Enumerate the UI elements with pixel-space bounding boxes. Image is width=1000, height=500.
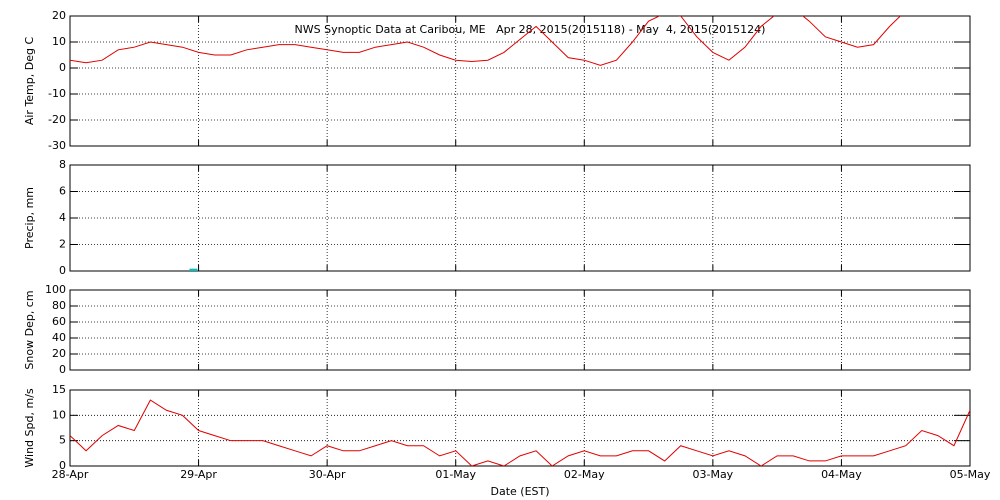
- y-tick-label: 100: [45, 283, 66, 296]
- plot-frame: [69, 15, 971, 147]
- y-tick-label: 6: [59, 185, 66, 198]
- x-tick-label: 29-Apr: [180, 468, 217, 481]
- y-axis-label: Precip, mm: [23, 187, 36, 249]
- data-line: [70, 16, 902, 66]
- plot-frame: [69, 289, 971, 371]
- y-tick-label: 10: [52, 35, 66, 48]
- y-tick-label: 15: [52, 383, 66, 396]
- y-tick-label: 8: [59, 158, 66, 171]
- x-tick-label: 28-Apr: [52, 468, 89, 481]
- y-tick-label: -30: [48, 139, 66, 152]
- x-tick-label: 30-Apr: [309, 468, 346, 481]
- y-tick-label: 2: [59, 238, 66, 251]
- y-axis-label: Snow Dep, cm: [23, 290, 36, 369]
- y-tick-label: 0: [59, 459, 66, 472]
- x-tick-label: 02-May: [564, 468, 605, 481]
- y-tick-label: 40: [52, 331, 66, 344]
- y-tick-label: 0: [59, 61, 66, 74]
- y-tick-label: 0: [59, 363, 66, 376]
- x-tick-label: 05-May: [950, 468, 991, 481]
- y-tick-label: -10: [48, 87, 66, 100]
- y-tick-label: 5: [59, 434, 66, 447]
- y-tick-label: 0: [59, 264, 66, 277]
- x-axis-label: Date (EST): [490, 485, 549, 498]
- y-tick-label: 60: [52, 315, 66, 328]
- y-tick-label: 4: [59, 211, 66, 224]
- plot-frame: [69, 389, 971, 467]
- y-tick-label: 10: [52, 408, 66, 421]
- y-tick-label: 80: [52, 299, 66, 312]
- x-tick-label: 03-May: [692, 468, 733, 481]
- y-tick-label: -20: [48, 113, 66, 126]
- chart-title: NWS Synoptic Data at Caribou, ME Apr 28,…: [295, 23, 766, 36]
- y-axis-label: Wind Spd, m/s: [23, 388, 36, 468]
- bar: [189, 268, 198, 271]
- y-axis-label: Air Temp, Deg C: [23, 37, 36, 126]
- x-tick-label: 01-May: [435, 468, 476, 481]
- y-tick-label: 20: [52, 9, 66, 22]
- data-line: [70, 399, 970, 466]
- x-tick-label: 04-May: [821, 468, 862, 481]
- y-tick-label: 20: [52, 347, 66, 360]
- plot-frame: [69, 164, 971, 272]
